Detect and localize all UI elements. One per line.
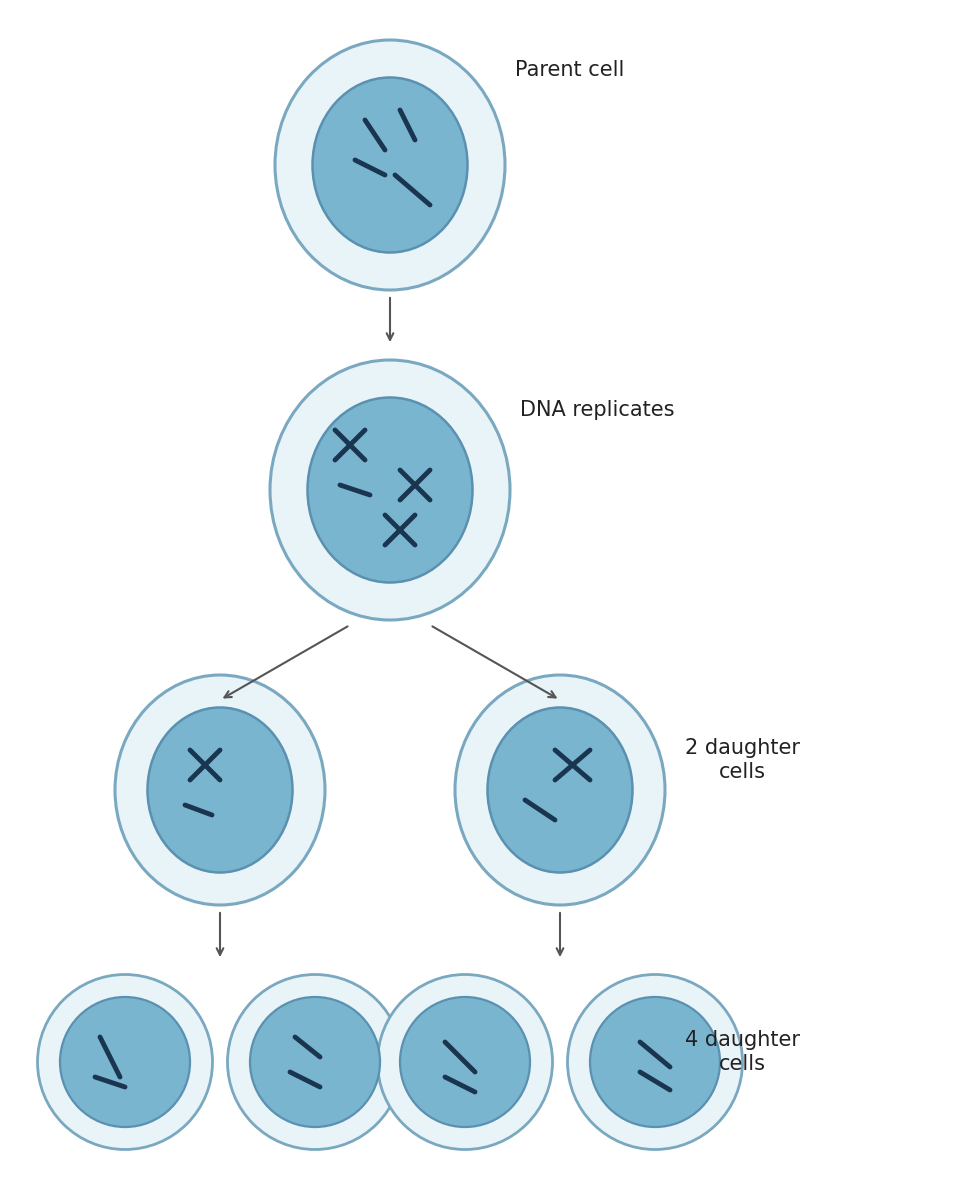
Ellipse shape [307, 397, 473, 582]
Ellipse shape [312, 78, 467, 252]
Ellipse shape [487, 708, 633, 872]
Ellipse shape [568, 974, 742, 1150]
Ellipse shape [38, 974, 212, 1150]
Ellipse shape [250, 997, 380, 1127]
Ellipse shape [400, 997, 530, 1127]
Ellipse shape [60, 997, 190, 1127]
Ellipse shape [455, 674, 665, 905]
Ellipse shape [115, 674, 325, 905]
Ellipse shape [378, 974, 552, 1150]
Ellipse shape [590, 997, 720, 1127]
Text: 4 daughter
cells: 4 daughter cells [685, 1031, 800, 1074]
Ellipse shape [270, 360, 510, 620]
Ellipse shape [147, 708, 293, 872]
Ellipse shape [228, 974, 402, 1150]
Text: Parent cell: Parent cell [515, 60, 624, 80]
Ellipse shape [275, 40, 505, 290]
Text: DNA replicates: DNA replicates [520, 400, 674, 420]
Text: 2 daughter
cells: 2 daughter cells [685, 738, 800, 781]
